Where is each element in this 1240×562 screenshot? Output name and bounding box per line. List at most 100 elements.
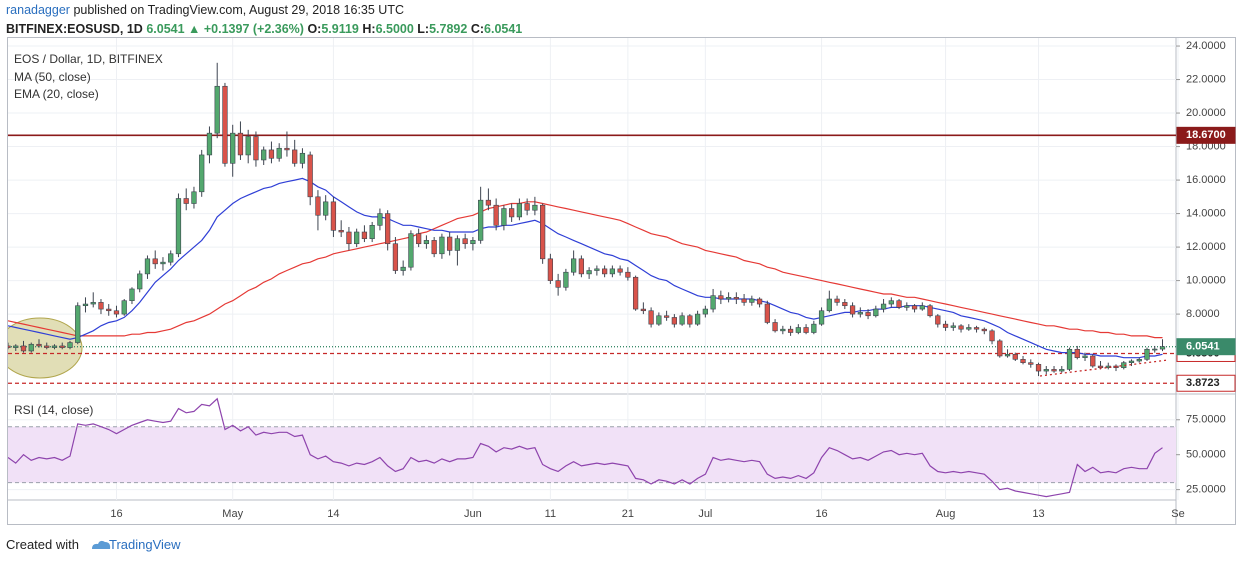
candle-body	[98, 302, 104, 310]
y-tick-label: 14.0000	[1186, 207, 1226, 219]
candle-body	[144, 258, 151, 275]
candle-body	[276, 147, 282, 159]
candle-body	[470, 240, 476, 245]
candle-body	[586, 270, 592, 275]
candle-body	[625, 271, 631, 278]
candle-body	[51, 345, 58, 348]
candle-body	[160, 261, 166, 265]
candle-body	[540, 204, 546, 260]
candle-body	[501, 208, 507, 226]
candle-body	[981, 328, 987, 332]
candle-body	[485, 199, 492, 206]
indicator-line	[8, 201, 1163, 339]
last: 6.0541	[146, 22, 185, 36]
candle-body	[416, 233, 422, 245]
candle-body	[67, 342, 73, 348]
legend-ma: MA (50, close)	[14, 70, 91, 84]
candle-body	[478, 199, 484, 241]
level-label-box	[1176, 374, 1236, 392]
publish-line: ranadagger published on TradingView.com,…	[6, 3, 404, 17]
candle-body	[795, 327, 801, 333]
price-pane	[8, 62, 1176, 384]
candle-body	[687, 315, 693, 325]
y-tick-label: 16.0000	[1186, 174, 1226, 186]
candle-body	[1097, 365, 1104, 369]
candle-body	[121, 300, 127, 315]
candle-body	[648, 310, 654, 325]
x-tick-label: May	[222, 508, 243, 520]
candle-body	[400, 266, 406, 271]
candle-body	[330, 201, 337, 231]
y-tick-label: 22.0000	[1186, 73, 1226, 85]
candle-body	[1144, 348, 1150, 360]
candle-body	[377, 213, 383, 226]
candle-body	[524, 203, 530, 211]
candle-body	[842, 302, 848, 307]
candle-body	[454, 238, 461, 251]
support-trendline	[1039, 359, 1169, 377]
candle-body	[284, 147, 290, 151]
level-label: 6.0541	[1186, 341, 1220, 353]
candle-body	[516, 203, 523, 218]
candle-body	[1004, 354, 1011, 357]
candle-body	[663, 315, 670, 318]
candle-body	[617, 268, 623, 273]
low: 5.7892	[429, 22, 468, 36]
candle-body	[307, 154, 313, 198]
candle-body	[865, 312, 871, 317]
created-with: Created with	[6, 537, 79, 552]
candle-body	[447, 236, 453, 251]
candle-body	[973, 327, 980, 330]
candle-body	[826, 298, 832, 312]
legend-ema: EMA (20, close)	[14, 87, 99, 101]
candle-body	[106, 308, 112, 312]
candle-body	[199, 154, 205, 193]
candle-body	[323, 201, 329, 216]
rsi-line	[8, 397, 1163, 498]
footer: Created with TradingView	[6, 537, 181, 552]
candle-body	[75, 305, 81, 343]
candle-body	[764, 303, 770, 323]
x-tick-label: 14	[327, 508, 339, 520]
brand[interactable]: TradingView	[108, 537, 181, 552]
candle-body	[253, 136, 259, 161]
candle-body	[423, 240, 430, 245]
candle-body	[997, 340, 1003, 357]
x-tick-label: Se	[1171, 508, 1184, 520]
y-tick-label: 20.0000	[1186, 107, 1226, 119]
candle-body	[749, 298, 755, 303]
candle-body	[338, 230, 344, 233]
candle-body	[555, 280, 561, 288]
candle-body	[571, 258, 577, 273]
candle-body	[237, 132, 244, 156]
candle-body	[950, 325, 956, 328]
open: 5.9119	[321, 22, 359, 36]
level-label-box	[1176, 338, 1236, 356]
y-tick-label: 24.0000	[1186, 40, 1226, 52]
candle-body	[578, 258, 585, 275]
candle-body	[702, 308, 708, 315]
candle-body	[361, 231, 368, 240]
candle-body	[880, 303, 887, 310]
candle-body	[299, 152, 306, 164]
x-tick-label: Aug	[936, 508, 956, 520]
candle-body	[1128, 360, 1135, 363]
candle-body	[849, 305, 856, 315]
symbol: BITFINEX:EOSUSD, 1D	[6, 22, 143, 36]
candle-body	[168, 253, 174, 263]
publisher[interactable]: ranadagger	[6, 3, 70, 17]
x-tick-label: Jun	[464, 508, 482, 520]
candle-body	[741, 298, 747, 303]
candle-body	[392, 243, 399, 271]
candle-body	[230, 132, 236, 164]
x-tick-label: Jul	[698, 508, 712, 520]
candle-body	[346, 231, 352, 245]
candle-body	[152, 258, 158, 265]
candle-body	[8, 345, 11, 348]
candle-body	[28, 343, 34, 352]
candle-body	[1020, 359, 1026, 363]
candle-body	[547, 258, 554, 281]
candle-body	[803, 327, 809, 333]
candle-body	[245, 136, 251, 156]
